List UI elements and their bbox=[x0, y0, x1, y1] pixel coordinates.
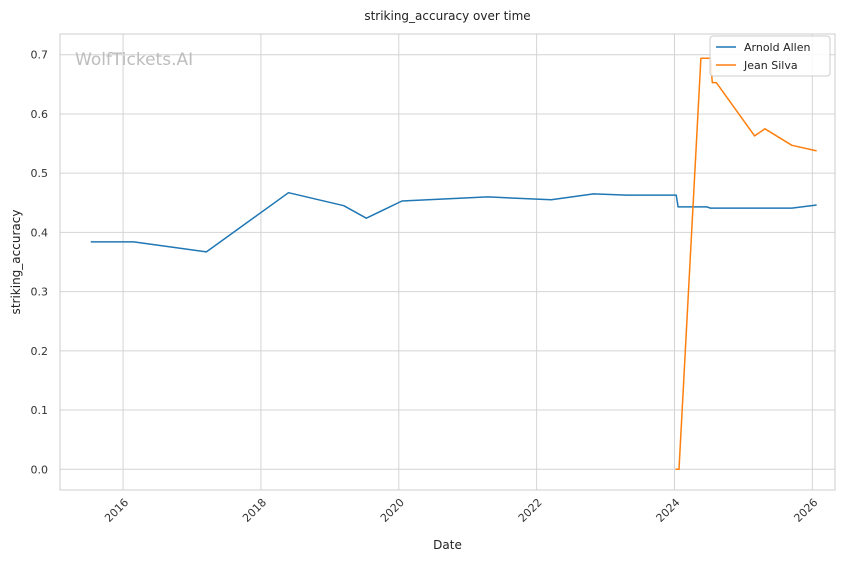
watermark: WolfTickets.AI bbox=[75, 50, 193, 70]
x-axis-label: Date bbox=[433, 538, 462, 552]
legend: Arnold Allen Jean Silva bbox=[709, 35, 831, 77]
y-tick-label: 0.0 bbox=[31, 463, 49, 476]
legend-entry: Jean Silva bbox=[743, 59, 798, 72]
y-axis-ticks: 0.0 0.1 0.2 0.3 0.4 0.5 0.6 0.7 bbox=[31, 49, 49, 477]
y-tick-label: 0.7 bbox=[31, 49, 49, 62]
chart-title: striking_accuracy over time bbox=[364, 9, 530, 23]
y-tick-label: 0.5 bbox=[31, 167, 49, 180]
y-tick-label: 0.2 bbox=[31, 345, 49, 358]
y-tick-label: 0.1 bbox=[31, 404, 49, 417]
legend-entry: Arnold Allen bbox=[744, 41, 810, 54]
y-axis-label: striking_accuracy bbox=[9, 210, 23, 315]
plot-area-frame bbox=[59, 33, 836, 491]
series-lines bbox=[90, 57, 817, 471]
y-tick-label: 0.4 bbox=[31, 226, 49, 239]
series-line-arnold-allen bbox=[90, 191, 817, 253]
y-tick-label: 0.3 bbox=[31, 286, 49, 299]
grid bbox=[60, 34, 835, 490]
y-tick-label: 0.6 bbox=[31, 108, 49, 121]
legend-box bbox=[709, 35, 831, 77]
series-line-jean-silva bbox=[675, 57, 817, 471]
